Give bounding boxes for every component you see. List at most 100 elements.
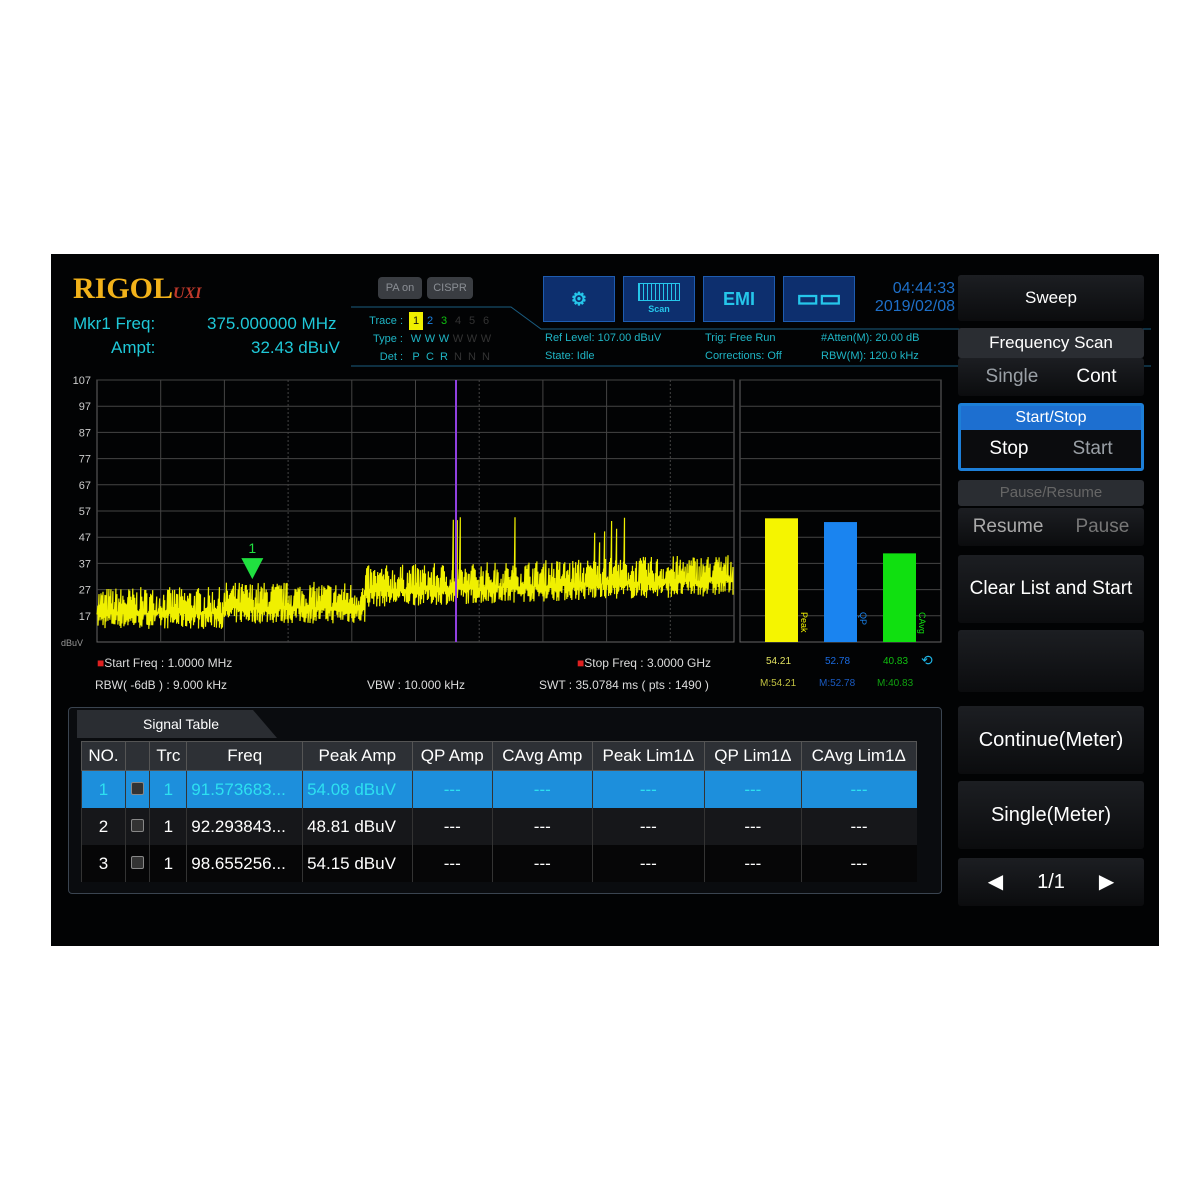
det-4: N [454,351,462,363]
start-option[interactable]: Start [1072,438,1113,459]
cispr-button[interactable]: CISPR [427,277,473,299]
single-meter-button[interactable]: Single(Meter) [958,781,1144,849]
settings-gear-icon[interactable]: ⚙ [543,276,615,322]
spectrum-plot[interactable]: 107 97 87 77 67 57 47 37 27 17 dBuV 1 Peak QP CAvg [51,369,951,669]
row-checkbox[interactable] [124,808,150,845]
stop-option[interactable]: Stop [989,438,1029,459]
y-tick-label: 27 [79,585,91,597]
trig-corrections: Trig: Free Run Corrections: Off [705,332,782,362]
table-cell: 1 [149,808,187,845]
rbw: RBW( -6dB ) : 9.000 kHz [95,678,228,692]
atten-rbw: #Atten(M): 20.00 dB RBW(M): 120.0 kHz [821,332,920,362]
pa-on-button[interactable]: PA on [378,277,422,299]
next-page-icon[interactable]: ▶ [1098,871,1115,893]
table-cell: --- [704,808,802,845]
datetime: 04:44:33 2019/02/08 [874,280,955,315]
table-cell: 1 [81,770,126,808]
column-header[interactable]: QP Lim1Δ [704,741,802,771]
table-cell: --- [800,845,917,882]
empty-softkey[interactable] [958,630,1144,692]
marker-freq-label: Mkr1 Freq: [73,314,156,333]
analyzer-screen: RIGOLUXI Mkr1 Freq: 375.000000 MHz Ampt:… [51,254,1159,946]
column-header[interactable]: Trc [149,741,188,771]
cavg-meter-value: 40.83 [883,656,909,667]
clear-list-and-start-button[interactable]: Clear List and Start [958,555,1144,623]
prev-page-icon[interactable]: ◀ [987,871,1004,893]
continue-meter-button[interactable]: Continue(Meter) [958,706,1144,774]
trace-1[interactable]: 1 [409,312,423,330]
signal-table-panel: Signal Table NO. Trc Freq Peak Amp QP Amp CAv… [68,707,942,894]
type-2: W [424,333,436,345]
ampt-value: 32.43 dBuV [251,338,340,357]
ref-state: Ref Level: 107.00 dBuV State: Idle [545,332,662,362]
qp-meter-max: M:52.78 [819,678,856,689]
frequency-scan-toggle[interactable]: Single Cont [958,358,1144,396]
cavg-meter-max: M:40.83 [877,678,914,689]
tab-signal-table[interactable]: Signal Table [77,710,277,738]
meter-label: Peak [799,612,809,633]
column-header[interactable]: CAvg Lim1Δ [800,741,918,771]
column-header[interactable]: Freq [186,741,304,771]
scan-icon[interactable]: Scan [623,276,695,322]
single-option[interactable]: Single [985,366,1039,387]
start-freq: ■Start Freq : 1.0000 MHz [97,656,233,670]
trace-2[interactable]: 2 [426,315,434,327]
column-header[interactable]: Peak Lim1Δ [591,741,706,771]
meter-bar-cavg [883,553,916,642]
trace-5[interactable]: 5 [468,315,476,327]
table-cell: --- [411,845,493,882]
column-header[interactable]: QP Amp [411,741,494,771]
layout-grid-icon[interactable]: ▭▭ [783,276,855,322]
table-row[interactable]: 1 1 91.573683... 54.08 dBuV --- --- --- --- --- [81,770,917,808]
trace-3[interactable]: 3 [440,315,448,327]
start-stop-button[interactable]: Start/Stop Stop Start [958,403,1144,471]
row-checkbox[interactable] [124,770,150,808]
marker-1-icon [241,558,264,580]
table-cell: --- [492,845,593,882]
table-cell: --- [591,845,705,882]
y-unit-label: dBuV [61,638,83,648]
resume-option[interactable]: Resume [972,516,1044,537]
det-2: C [426,351,434,363]
table-cell: --- [492,770,593,808]
table-cell: 1 [149,770,187,808]
table-cell: 1 [149,845,187,882]
refresh-icon[interactable]: ⟲ [921,652,933,668]
signal-table: NO. Trc Freq Peak Amp QP Amp CAvg Amp Peak Lim… [81,741,918,882]
column-header[interactable]: NO. [81,741,126,771]
sweep-button[interactable]: Sweep [958,275,1144,321]
y-tick-label: 97 [79,401,91,413]
table-cell: --- [704,770,802,808]
peak-meter-max: M:54.21 [760,678,797,689]
y-tick-label: 57 [79,506,91,518]
stop-freq: ■Stop Freq : 3.0000 GHz [577,656,711,670]
pause-resume-header: Pause/Resume [958,480,1144,506]
pause-resume-toggle[interactable]: Resume Pause [958,508,1144,546]
frequency-scan-header: Frequency Scan [958,328,1144,358]
trace-4[interactable]: 4 [454,315,462,327]
column-header[interactable]: Peak Amp [302,741,413,771]
column-header[interactable] [124,741,151,771]
table-cell: --- [492,808,593,845]
row-checkbox[interactable] [124,845,150,882]
y-tick-label: 77 [79,454,91,466]
table-cell: --- [704,845,802,882]
meter-label: QP [858,612,868,625]
table-row[interactable]: 2 1 92.293843... 48.81 dBuV --- --- --- --- --- [81,808,917,845]
trace-6[interactable]: 6 [482,315,490,327]
meter-label: CAvg [917,612,927,634]
y-tick-label: 37 [79,558,91,570]
column-header[interactable]: CAvg Amp [492,741,593,771]
rigol-logo: RIGOLUXI [73,272,202,305]
y-tick-label: 47 [79,532,91,544]
cont-option[interactable]: Cont [1076,366,1117,387]
pause-option[interactable]: Pause [1075,516,1130,537]
table-row[interactable]: 3 1 98.655256... 54.15 dBuV --- --- --- --- --- [81,845,917,882]
type-5: W [466,333,478,345]
type-3: W [438,333,450,345]
table-cell: --- [411,770,493,808]
emi-button[interactable]: EMI [703,276,775,322]
type-6: W [480,333,492,345]
det-3: R [440,351,448,363]
